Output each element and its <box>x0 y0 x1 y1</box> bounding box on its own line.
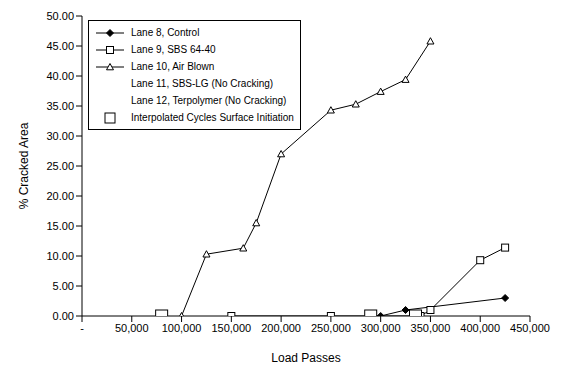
svg-text:5.00: 5.00 <box>53 280 74 292</box>
html-text:Interpolated Cycles Surface In: Interpolated Cycles Surface Initiation <box>131 112 294 123</box>
svg-text:30.00: 30.00 <box>46 130 74 142</box>
svg-text:50.00: 50.00 <box>46 10 74 22</box>
svg-text:35.00: 35.00 <box>46 100 74 112</box>
svg-text:50,000: 50,000 <box>115 322 149 334</box>
svg-text:0.00: 0.00 <box>53 310 74 322</box>
html-text:Lane 9, SBS 64-40: Lane 9, SBS 64-40 <box>131 44 216 55</box>
svg-text:Load Passes: Load Passes <box>271 351 340 365</box>
svg-text:400,000: 400,000 <box>460 322 500 334</box>
svg-text:15.00: 15.00 <box>46 220 74 232</box>
svg-text:-: - <box>80 322 84 334</box>
svg-text:250,000: 250,000 <box>311 322 351 334</box>
svg-text:200,000: 200,000 <box>261 322 301 334</box>
html-text:Lane 8, Control: Lane 8, Control <box>131 27 200 38</box>
svg-text:150,000: 150,000 <box>211 322 251 334</box>
svg-text:450,000: 450,000 <box>510 322 550 334</box>
svg-text:45.00: 45.00 <box>46 40 74 52</box>
svg-text:10.00: 10.00 <box>46 250 74 262</box>
html-text:Lane 12, Terpolymer (No Cracki: Lane 12, Terpolymer (No Cracking) <box>131 95 287 106</box>
svg-text:350,000: 350,000 <box>411 322 451 334</box>
svg-text:40.00: 40.00 <box>46 70 74 82</box>
html-text:Lane 11, SBS-LG (No Cracking): Lane 11, SBS-LG (No Cracking) <box>131 78 274 89</box>
svg-text:100,000: 100,000 <box>162 322 202 334</box>
html-text:Lane 10, Air Blown: Lane 10, Air Blown <box>131 61 215 72</box>
svg-text:20.00: 20.00 <box>46 190 74 202</box>
svg-text:25.00: 25.00 <box>46 160 74 172</box>
svg-text:% Cracked Area: % Cracked Area <box>17 122 31 209</box>
svg-text:300,000: 300,000 <box>361 322 401 334</box>
